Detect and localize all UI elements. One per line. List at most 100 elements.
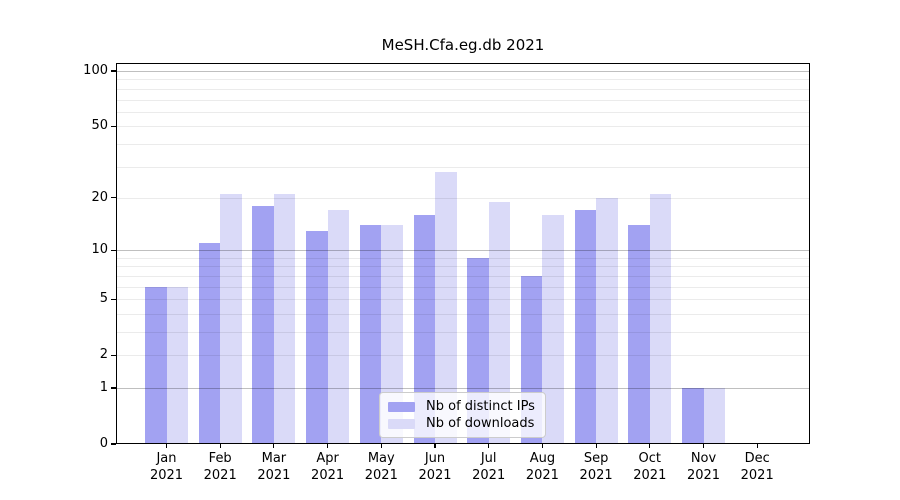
bar-nb-of-distinct-ips: [252, 206, 274, 444]
bar-nb-of-distinct-ips: [682, 388, 704, 444]
bar-nb-of-downloads: [435, 171, 457, 444]
x-tick-label: Aug 2021: [515, 450, 569, 484]
y-gridline: [116, 266, 810, 268]
y-tick-label: 10: [91, 242, 108, 258]
x-tick-label-month: Apr: [316, 451, 339, 466]
x-tick-label-year: 2021: [686, 468, 721, 483]
x-tick-label: Sep 2021: [569, 450, 623, 484]
x-tick-label: Jan 2021: [140, 450, 194, 484]
y-gridline: [116, 143, 810, 145]
x-tick-mark: [327, 444, 329, 448]
y-gridline: [116, 257, 810, 259]
x-tick-label-month: Oct: [638, 451, 662, 466]
y-gridline: [116, 332, 810, 333]
chart-title: MeSH.Cfa.eg.db 2021: [381, 36, 545, 54]
x-tick-label: Jun 2021: [408, 450, 462, 484]
bar-nb-of-downloads: [327, 210, 350, 444]
x-tick-label-month: Dec: [744, 451, 770, 466]
x-tick-mark: [434, 444, 436, 448]
bar-nb-of-downloads: [381, 225, 403, 444]
y-tick-mark: [111, 387, 116, 389]
y-gridline: [116, 388, 810, 389]
y-tick-mark: [111, 70, 116, 72]
bar-nb-of-distinct-ips: [306, 230, 328, 444]
bar-nb-of-downloads: [273, 194, 296, 444]
legend-label: Nb of downloads: [426, 415, 535, 431]
x-tick-label: Apr 2021: [301, 450, 355, 484]
x-tick-label-year: 2021: [472, 468, 506, 483]
x-tick-label-month: Feb: [208, 451, 232, 466]
x-tick-label-month: Jul: [480, 451, 497, 466]
y-gridline: [116, 197, 810, 199]
x-tick-mark: [756, 444, 758, 448]
x-tick-label: Jul 2021: [462, 450, 516, 484]
x-tick-mark: [165, 444, 168, 448]
x-tick-label: Oct 2021: [623, 450, 677, 484]
x-tick-label: Mar 2021: [247, 450, 301, 484]
y-gridline: [116, 71, 810, 72]
bar-nb-of-downloads: [488, 201, 511, 444]
y-tick-mark: [111, 443, 116, 445]
bar-nb-of-downloads: [166, 286, 188, 444]
bar-nb-of-distinct-ips: [145, 286, 167, 444]
bar-nb-of-distinct-ips: [413, 215, 435, 444]
y-gridline: [116, 166, 810, 168]
y-gridline: [116, 250, 810, 252]
y-gridline: [116, 355, 810, 357]
x-tick-mark: [649, 444, 651, 448]
bar-nb-of-downloads: [596, 197, 618, 444]
plot-area: [116, 63, 810, 444]
y-gridline: [116, 88, 810, 90]
x-tick-label-year: 2021: [633, 468, 667, 483]
x-tick-label-month: Nov: [690, 451, 717, 466]
y-tick-mark: [111, 298, 116, 300]
x-tick-mark: [702, 444, 705, 448]
y-gridline: [116, 275, 810, 277]
bar-nb-of-distinct-ips: [359, 225, 382, 444]
y-tick-mark: [111, 125, 116, 127]
x-tick-label-year: 2021: [525, 468, 559, 483]
legend-item: Nb of distinct IPs: [388, 399, 537, 415]
y-gridline: [116, 286, 810, 288]
y-tick-label: 2: [99, 347, 108, 363]
legend-item: Nb of downloads: [388, 416, 537, 432]
y-gridline: [116, 79, 810, 81]
y-tick-label: 20: [91, 189, 108, 205]
y-tick-label: 0: [99, 436, 108, 451]
bar-nb-of-distinct-ips: [628, 225, 650, 444]
y-gridline: [116, 126, 810, 128]
bar-nb-of-downloads: [703, 388, 725, 444]
x-tick-label-year: 2021: [311, 468, 345, 483]
x-tick-mark: [488, 444, 490, 448]
legend: Nb of distinct IPs Nb of downloads: [379, 392, 546, 438]
x-tick-label-month: Sep: [583, 451, 609, 466]
x-tick-mark: [380, 444, 382, 448]
x-tick-label-year: 2021: [418, 468, 452, 483]
y-tick-mark: [111, 354, 116, 356]
x-tick-label: Nov 2021: [677, 450, 731, 484]
legend-swatch-distinct-ips: [388, 401, 415, 412]
x-tick-mark: [219, 444, 221, 448]
x-tick-label-month: Jun: [424, 451, 446, 466]
y-tick-label: 100: [83, 63, 108, 78]
x-tick-mark: [273, 444, 275, 448]
x-tick-label-year: 2021: [579, 468, 613, 483]
x-tick-label: Feb 2021: [193, 450, 247, 484]
x-tick-label: May 2021: [354, 450, 408, 484]
bar-nb-of-distinct-ips: [198, 243, 221, 444]
legend-swatch-downloads: [388, 418, 415, 429]
x-tick-label-month: Aug: [529, 451, 556, 466]
bar-nb-of-distinct-ips: [574, 210, 597, 444]
x-tick-mark: [541, 444, 543, 448]
y-gridline: [116, 99, 810, 101]
bar-nb-of-downloads: [220, 194, 242, 444]
x-tick-label-year: 2021: [203, 468, 237, 483]
y-tick-mark: [111, 249, 116, 251]
y-tick-mark: [111, 197, 116, 199]
x-tick-label-month: May: [367, 451, 395, 466]
legend-label: Nb of distinct IPs: [426, 398, 535, 414]
x-tick-label-month: Jan: [156, 451, 177, 466]
y-tick-label: 1: [99, 380, 108, 395]
x-tick-label: Dec 2021: [730, 450, 784, 484]
